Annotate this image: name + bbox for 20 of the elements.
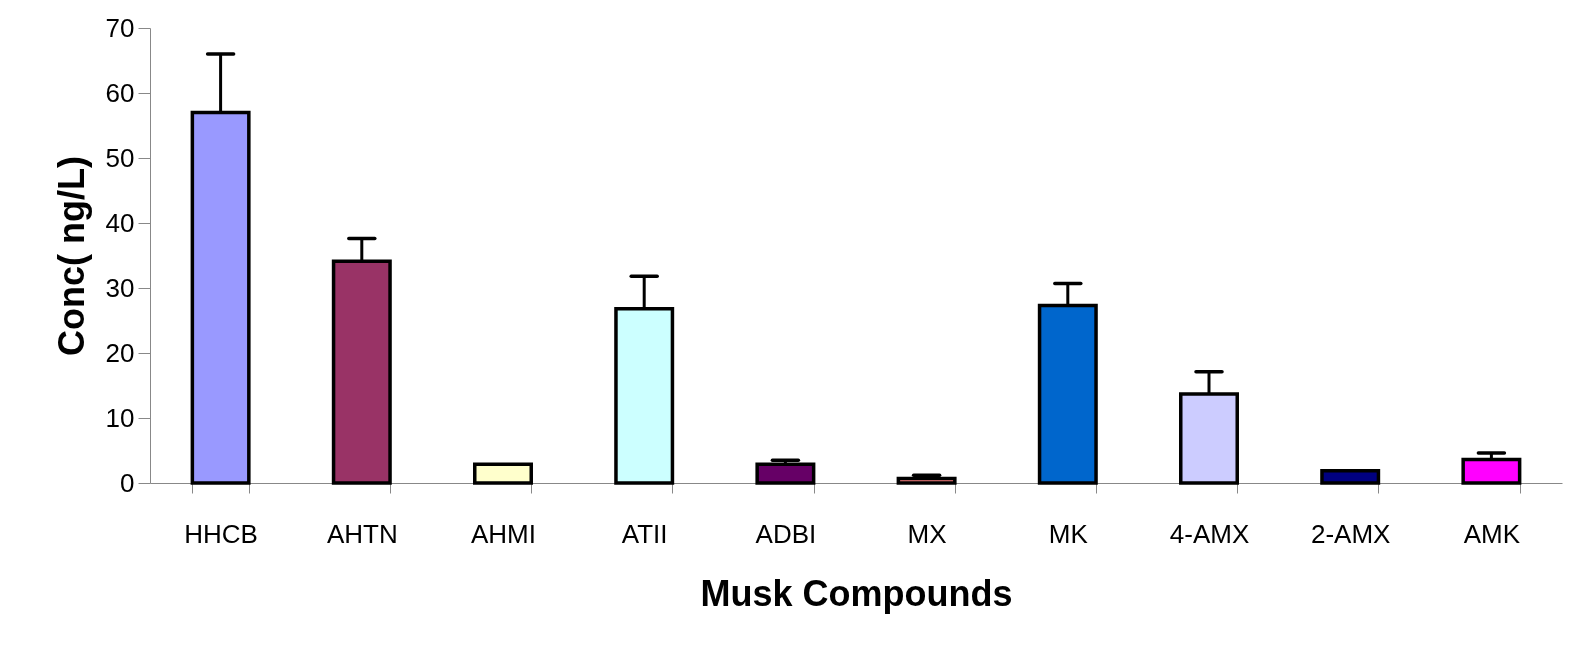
x-tick-label: MK — [1048, 518, 1089, 549]
x-tick-label: 2-AMX — [1310, 518, 1391, 549]
y-tick-label: 50 — [105, 142, 135, 173]
x-tick-label: MX — [907, 518, 947, 549]
y-tick-label: 30 — [105, 272, 135, 303]
x-tick-label: ATII — [621, 518, 668, 549]
y-tick-label: 10 — [105, 402, 135, 433]
y-tick-label: 0 — [120, 467, 135, 498]
x-tick-label: HHCB — [184, 518, 258, 549]
x-tick-label: AHMI — [471, 518, 536, 549]
y-axis-title: Conc( ng/L) — [50, 156, 92, 356]
y-tick-label: 40 — [105, 207, 135, 238]
y-tick-label: 70 — [105, 12, 135, 43]
y-tick-label: 20 — [105, 337, 135, 368]
x-tick-label: AMK — [1463, 518, 1521, 549]
x-tick-label: AHTN — [326, 518, 398, 549]
x-axis-title: Musk Compounds — [700, 572, 1013, 614]
y-tick-label: 60 — [105, 77, 135, 108]
x-tick-label: 4-AMX — [1169, 518, 1250, 549]
x-tick-label: ADBI — [755, 518, 817, 549]
